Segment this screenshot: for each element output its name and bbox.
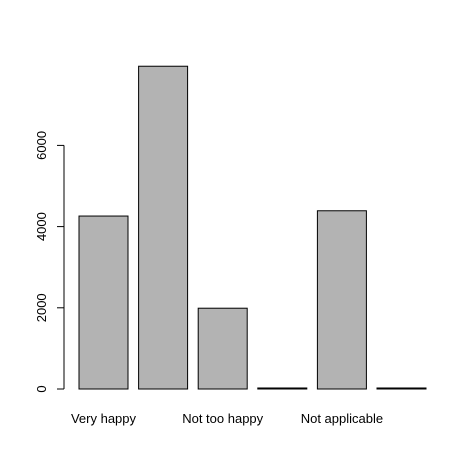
y-tick-label: 4000 <box>34 212 49 241</box>
x-axis-labels: Very happy Not too happy Not applicable <box>71 411 383 426</box>
x-tick-label: Very happy <box>71 411 137 426</box>
bar-series <box>78 65 427 390</box>
y-tick-label: 2000 <box>34 293 49 322</box>
bar <box>257 387 308 390</box>
bar <box>78 215 129 390</box>
y-tick-label: 0 <box>34 385 49 392</box>
bar <box>197 307 248 390</box>
bar <box>376 387 427 390</box>
bar <box>316 210 367 390</box>
x-tick-label: Not applicable <box>301 411 383 426</box>
x-tick-label: Not too happy <box>182 411 263 426</box>
y-tick-label: 6000 <box>34 131 49 160</box>
y-axis: 0 2000 4000 6000 <box>34 131 65 393</box>
bar <box>138 65 189 390</box>
